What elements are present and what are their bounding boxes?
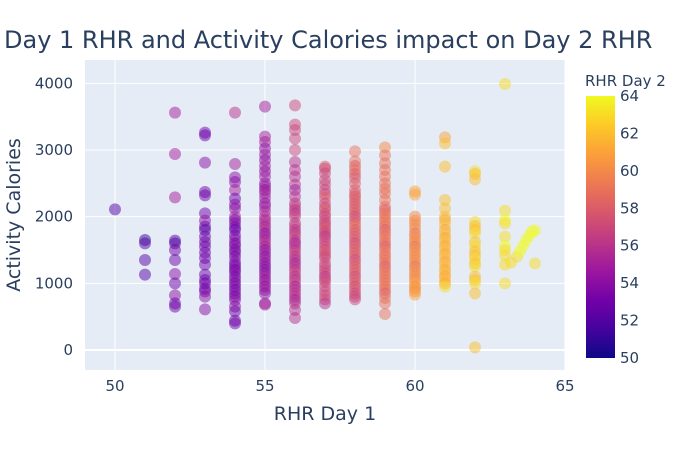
y-tick-label: 2000 — [35, 208, 73, 226]
x-axis-title: RHR Day 1 — [274, 403, 376, 425]
data-point — [139, 268, 151, 281]
colorbar — [586, 96, 615, 358]
data-point — [529, 224, 541, 237]
colorbar-tick-label: 52 — [620, 312, 639, 330]
data-point — [229, 305, 241, 318]
y-tick-labels: 0 1000 2000 3000 4000 — [35, 74, 73, 359]
colorbar-tick-label: 64 — [620, 87, 639, 105]
y-tick-label: 0 — [63, 341, 73, 359]
colorbar-tick-label: 54 — [620, 274, 639, 292]
data-point — [439, 194, 451, 206]
data-point — [469, 173, 481, 186]
data-point — [379, 297, 391, 310]
data-point — [169, 254, 181, 266]
data-point — [259, 100, 271, 113]
x-tick-label: 55 — [255, 377, 274, 395]
data-point — [469, 277, 481, 290]
data-point — [289, 144, 301, 156]
x-tick-label: 65 — [555, 377, 574, 395]
data-point — [199, 303, 211, 316]
data-point — [169, 106, 181, 119]
data-point — [169, 244, 181, 256]
data-point — [169, 148, 181, 160]
y-axis-title: Activity Calories — [3, 138, 25, 292]
colorbar-tick-labels: 50 52 54 56 58 60 62 64 — [620, 87, 639, 367]
data-point — [139, 237, 151, 250]
data-point — [199, 290, 211, 303]
data-point — [469, 227, 481, 240]
x-tick-label: 60 — [405, 377, 424, 395]
data-point — [499, 78, 511, 90]
data-point — [229, 184, 241, 196]
data-point — [229, 158, 241, 170]
y-tick-label: 3000 — [35, 141, 73, 159]
data-point — [169, 268, 181, 280]
data-point — [109, 203, 121, 216]
data-point — [439, 137, 451, 150]
data-point — [259, 287, 271, 300]
data-point — [169, 300, 181, 313]
data-point — [229, 317, 241, 330]
data-point — [199, 156, 211, 169]
data-point — [349, 145, 361, 158]
x-tick-label: 50 — [105, 377, 124, 395]
y-tick-label: 1000 — [35, 274, 73, 292]
data-point — [199, 258, 211, 271]
x-tick-labels: 50 55 60 65 — [105, 377, 574, 395]
colorbar-title: RHR Day 2 — [585, 72, 666, 90]
colorbar-tick-label: 56 — [620, 237, 639, 255]
data-point — [289, 312, 301, 324]
data-point — [529, 257, 541, 270]
data-point — [499, 204, 511, 217]
data-point — [259, 298, 271, 311]
data-point — [289, 132, 301, 145]
chart-title: Day 1 RHR and Activity Calories impact o… — [4, 26, 652, 54]
data-point — [169, 277, 181, 290]
data-point — [469, 260, 481, 273]
y-tick-label: 4000 — [35, 74, 73, 92]
data-point — [289, 99, 301, 112]
data-point — [469, 341, 481, 354]
data-point — [469, 287, 481, 300]
colorbar-tick-label: 50 — [620, 349, 639, 367]
data-point — [289, 124, 301, 136]
data-point — [379, 308, 391, 320]
data-point — [499, 217, 511, 230]
data-points — [109, 78, 541, 354]
data-point — [199, 189, 211, 202]
data-point — [439, 160, 451, 173]
data-point — [349, 293, 361, 306]
data-point — [229, 106, 241, 119]
data-point — [409, 288, 421, 301]
colorbar-tick-label: 58 — [620, 199, 639, 217]
data-point — [499, 277, 511, 290]
data-point — [139, 254, 151, 266]
data-point — [499, 230, 511, 243]
data-point — [169, 191, 181, 204]
colorbar-tick-label: 60 — [620, 162, 639, 180]
data-point — [319, 297, 331, 310]
data-point — [439, 280, 451, 293]
data-point — [409, 188, 421, 201]
data-point — [199, 129, 211, 142]
colorbar-tick-label: 62 — [620, 124, 639, 142]
